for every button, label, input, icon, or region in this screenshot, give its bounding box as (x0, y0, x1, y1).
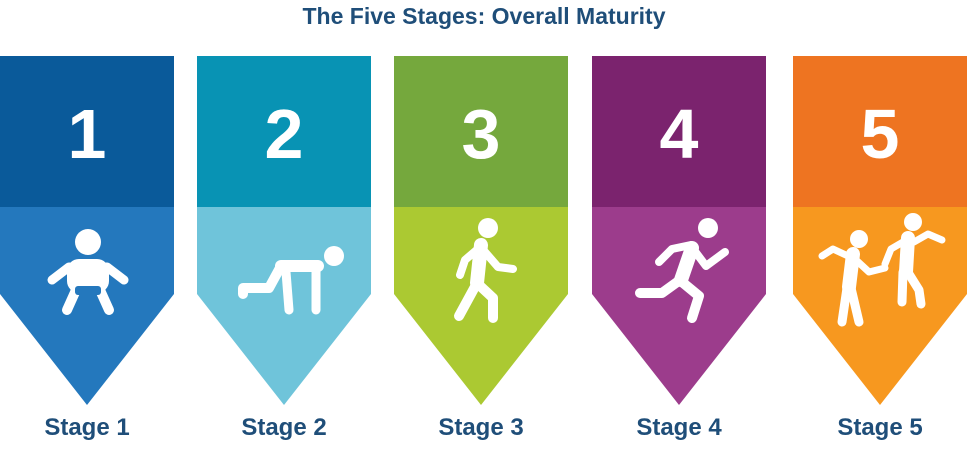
stage-banner-4: 4 (592, 56, 766, 405)
banner-top (793, 56, 967, 207)
dancing-people-icon (818, 213, 946, 327)
stage-label: Stage 1 (44, 414, 130, 441)
banner-bottom (394, 207, 568, 405)
stage-banner-1: 1 (0, 56, 174, 405)
banner-top (592, 56, 766, 207)
walking-person-icon (454, 218, 517, 323)
stage-banner-2: 2 (197, 56, 371, 405)
stage-card-5: 5 Stage 5 (793, 56, 967, 451)
stage-label: Stage 2 (241, 414, 327, 441)
stage-number: 5 (861, 95, 900, 173)
page-title: The Five Stages: Overall Maturity (302, 3, 666, 29)
banner-bottom (592, 207, 766, 405)
stage-number: 2 (265, 95, 304, 173)
stage-card-4: 4 Stage 4 (592, 56, 766, 451)
banner-top (197, 56, 371, 207)
baby-icon (47, 229, 129, 315)
banner-top (0, 56, 174, 207)
banner-bottom (0, 207, 174, 405)
stage-banner-3: 3 (394, 56, 568, 405)
stage-number: 1 (68, 95, 107, 173)
stage-card-1: 1 Stage 1 (0, 56, 174, 451)
stage-banner-5: 5 (793, 56, 967, 405)
banner-bottom (793, 207, 967, 405)
banner-top (394, 56, 568, 207)
banner-bottom (197, 207, 371, 405)
stage-card-3: 3 Stage 3 (394, 56, 568, 451)
running-person-icon (635, 218, 729, 323)
stage-label: Stage 5 (837, 414, 923, 441)
crawling-person-icon (238, 246, 344, 315)
stage-number: 3 (462, 95, 501, 173)
stage-card-2: 2 Stage 2 (197, 56, 371, 451)
stage-number: 4 (660, 95, 699, 173)
stage-label: Stage 4 (636, 414, 722, 441)
stage-label: Stage 3 (438, 414, 524, 441)
